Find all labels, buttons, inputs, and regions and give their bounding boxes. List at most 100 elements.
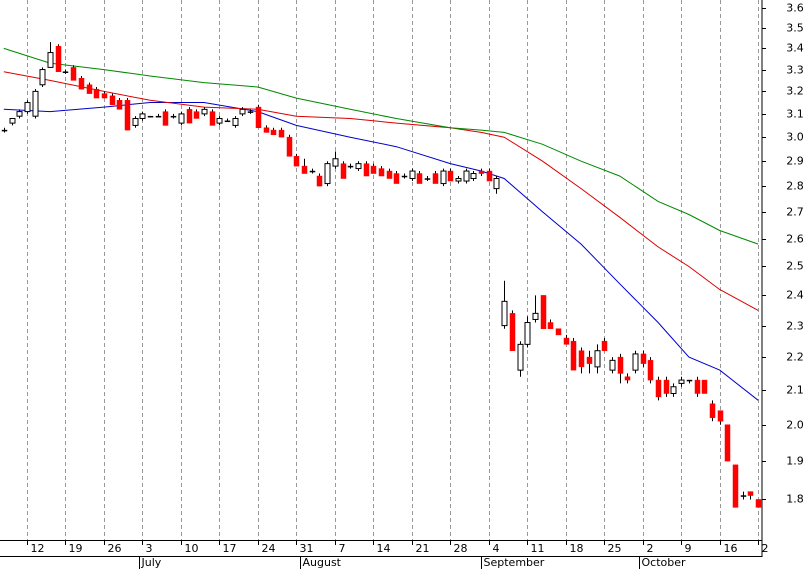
candle-body — [1, 129, 8, 132]
candle-body — [509, 313, 516, 351]
candle-body — [24, 102, 31, 113]
candle-body — [216, 117, 223, 124]
month-label: September — [484, 556, 545, 569]
candle-body — [132, 117, 139, 126]
month-label: August — [303, 556, 342, 569]
candle-body — [732, 464, 739, 508]
y-tick-label: 1.8 — [786, 493, 804, 506]
ma-line — [3, 102, 759, 401]
x-tick-label: 17 — [223, 542, 237, 555]
x-tick-label: 2 — [762, 542, 769, 555]
y-tick-label: 2.4 — [786, 289, 804, 302]
candle-body — [717, 410, 724, 422]
x-tick-label: 12 — [31, 542, 45, 555]
candle-body — [424, 178, 431, 180]
x-tick-label: 3 — [146, 542, 153, 555]
y-tick-label: 2.8 — [786, 180, 804, 193]
x-tick-label: 4 — [493, 542, 500, 555]
candle-body — [47, 52, 54, 68]
candle-body — [270, 129, 277, 136]
x-tick-label: 16 — [724, 542, 738, 555]
candle-body — [486, 170, 493, 182]
y-tick-label: 2.9 — [786, 155, 804, 168]
y-tick-label: 2.3 — [786, 320, 804, 333]
candle-body — [324, 163, 331, 185]
month-label: October — [642, 556, 686, 569]
candle-body — [694, 379, 701, 394]
candle-body — [109, 95, 116, 106]
candle-body — [601, 340, 608, 351]
candle-body — [440, 170, 447, 185]
ma-line — [3, 47, 759, 245]
candle-body — [155, 115, 162, 118]
candle-body — [378, 168, 385, 177]
month-label: July — [141, 556, 162, 569]
candle-body — [401, 175, 408, 178]
candle-body — [263, 127, 270, 133]
candle-body — [332, 158, 339, 167]
candle-body — [624, 376, 631, 381]
x-tick-label: 24 — [262, 542, 276, 555]
candle-body — [578, 350, 585, 368]
candle-body — [678, 379, 685, 384]
candle-body — [447, 170, 454, 182]
candle-body — [370, 165, 377, 174]
y-tick-label: 3.5 — [786, 22, 804, 35]
candle-body — [663, 379, 670, 394]
candle-body — [186, 109, 193, 124]
candle-body — [9, 117, 16, 124]
x-tick-label: 14 — [377, 542, 391, 555]
candle-body — [116, 100, 123, 110]
candle-body — [470, 173, 477, 180]
candle-body — [617, 356, 624, 374]
candle-body — [39, 69, 46, 86]
candle-body — [355, 163, 362, 170]
candle-body — [555, 328, 562, 336]
x-tick-label: 28 — [454, 542, 468, 555]
x-tick-label: 25 — [608, 542, 622, 555]
x-tick-label: 10 — [185, 542, 199, 555]
candle-body — [755, 499, 762, 508]
candle-body — [640, 353, 647, 364]
candle-body — [432, 173, 439, 184]
candle-body — [609, 359, 616, 371]
candle-body — [55, 46, 62, 72]
candle-body — [62, 71, 69, 73]
y-tick-label: 3.1 — [786, 108, 804, 121]
candle-body — [16, 111, 23, 117]
candle-body — [232, 117, 239, 126]
candle-body — [93, 88, 100, 99]
candle-body — [347, 165, 354, 168]
candle-body — [393, 173, 400, 184]
candle-body — [586, 356, 593, 364]
candle-body — [340, 163, 347, 179]
candle-body — [747, 491, 754, 496]
candle-body — [386, 170, 393, 179]
x-tick-label: 26 — [108, 542, 122, 555]
y-tick-label: 2.0 — [786, 419, 804, 432]
candle-body — [224, 120, 231, 123]
candle-body — [124, 100, 131, 131]
candle-body — [316, 175, 323, 187]
x-tick-label: 31 — [300, 542, 314, 555]
candle-body — [193, 111, 200, 119]
y-tick-label: 3.4 — [786, 42, 804, 55]
x-tick-label: 11 — [531, 542, 545, 555]
candle-body — [594, 350, 601, 368]
candle-body — [540, 295, 547, 329]
y-tick-label: 3.3 — [786, 64, 804, 77]
candle-body — [278, 129, 285, 138]
candle-body — [178, 113, 185, 124]
y-tick-label: 2.6 — [786, 233, 804, 246]
candle-body — [32, 90, 39, 117]
x-tick-label: 18 — [570, 542, 584, 555]
y-tick-label: 3.6 — [786, 2, 804, 15]
y-tick-label: 1.9 — [786, 455, 804, 468]
x-tick-label: 19 — [69, 542, 83, 555]
candle-body — [455, 178, 462, 182]
candle-body — [309, 170, 316, 173]
candle-body — [493, 178, 500, 190]
x-tick-label: 21 — [416, 542, 430, 555]
